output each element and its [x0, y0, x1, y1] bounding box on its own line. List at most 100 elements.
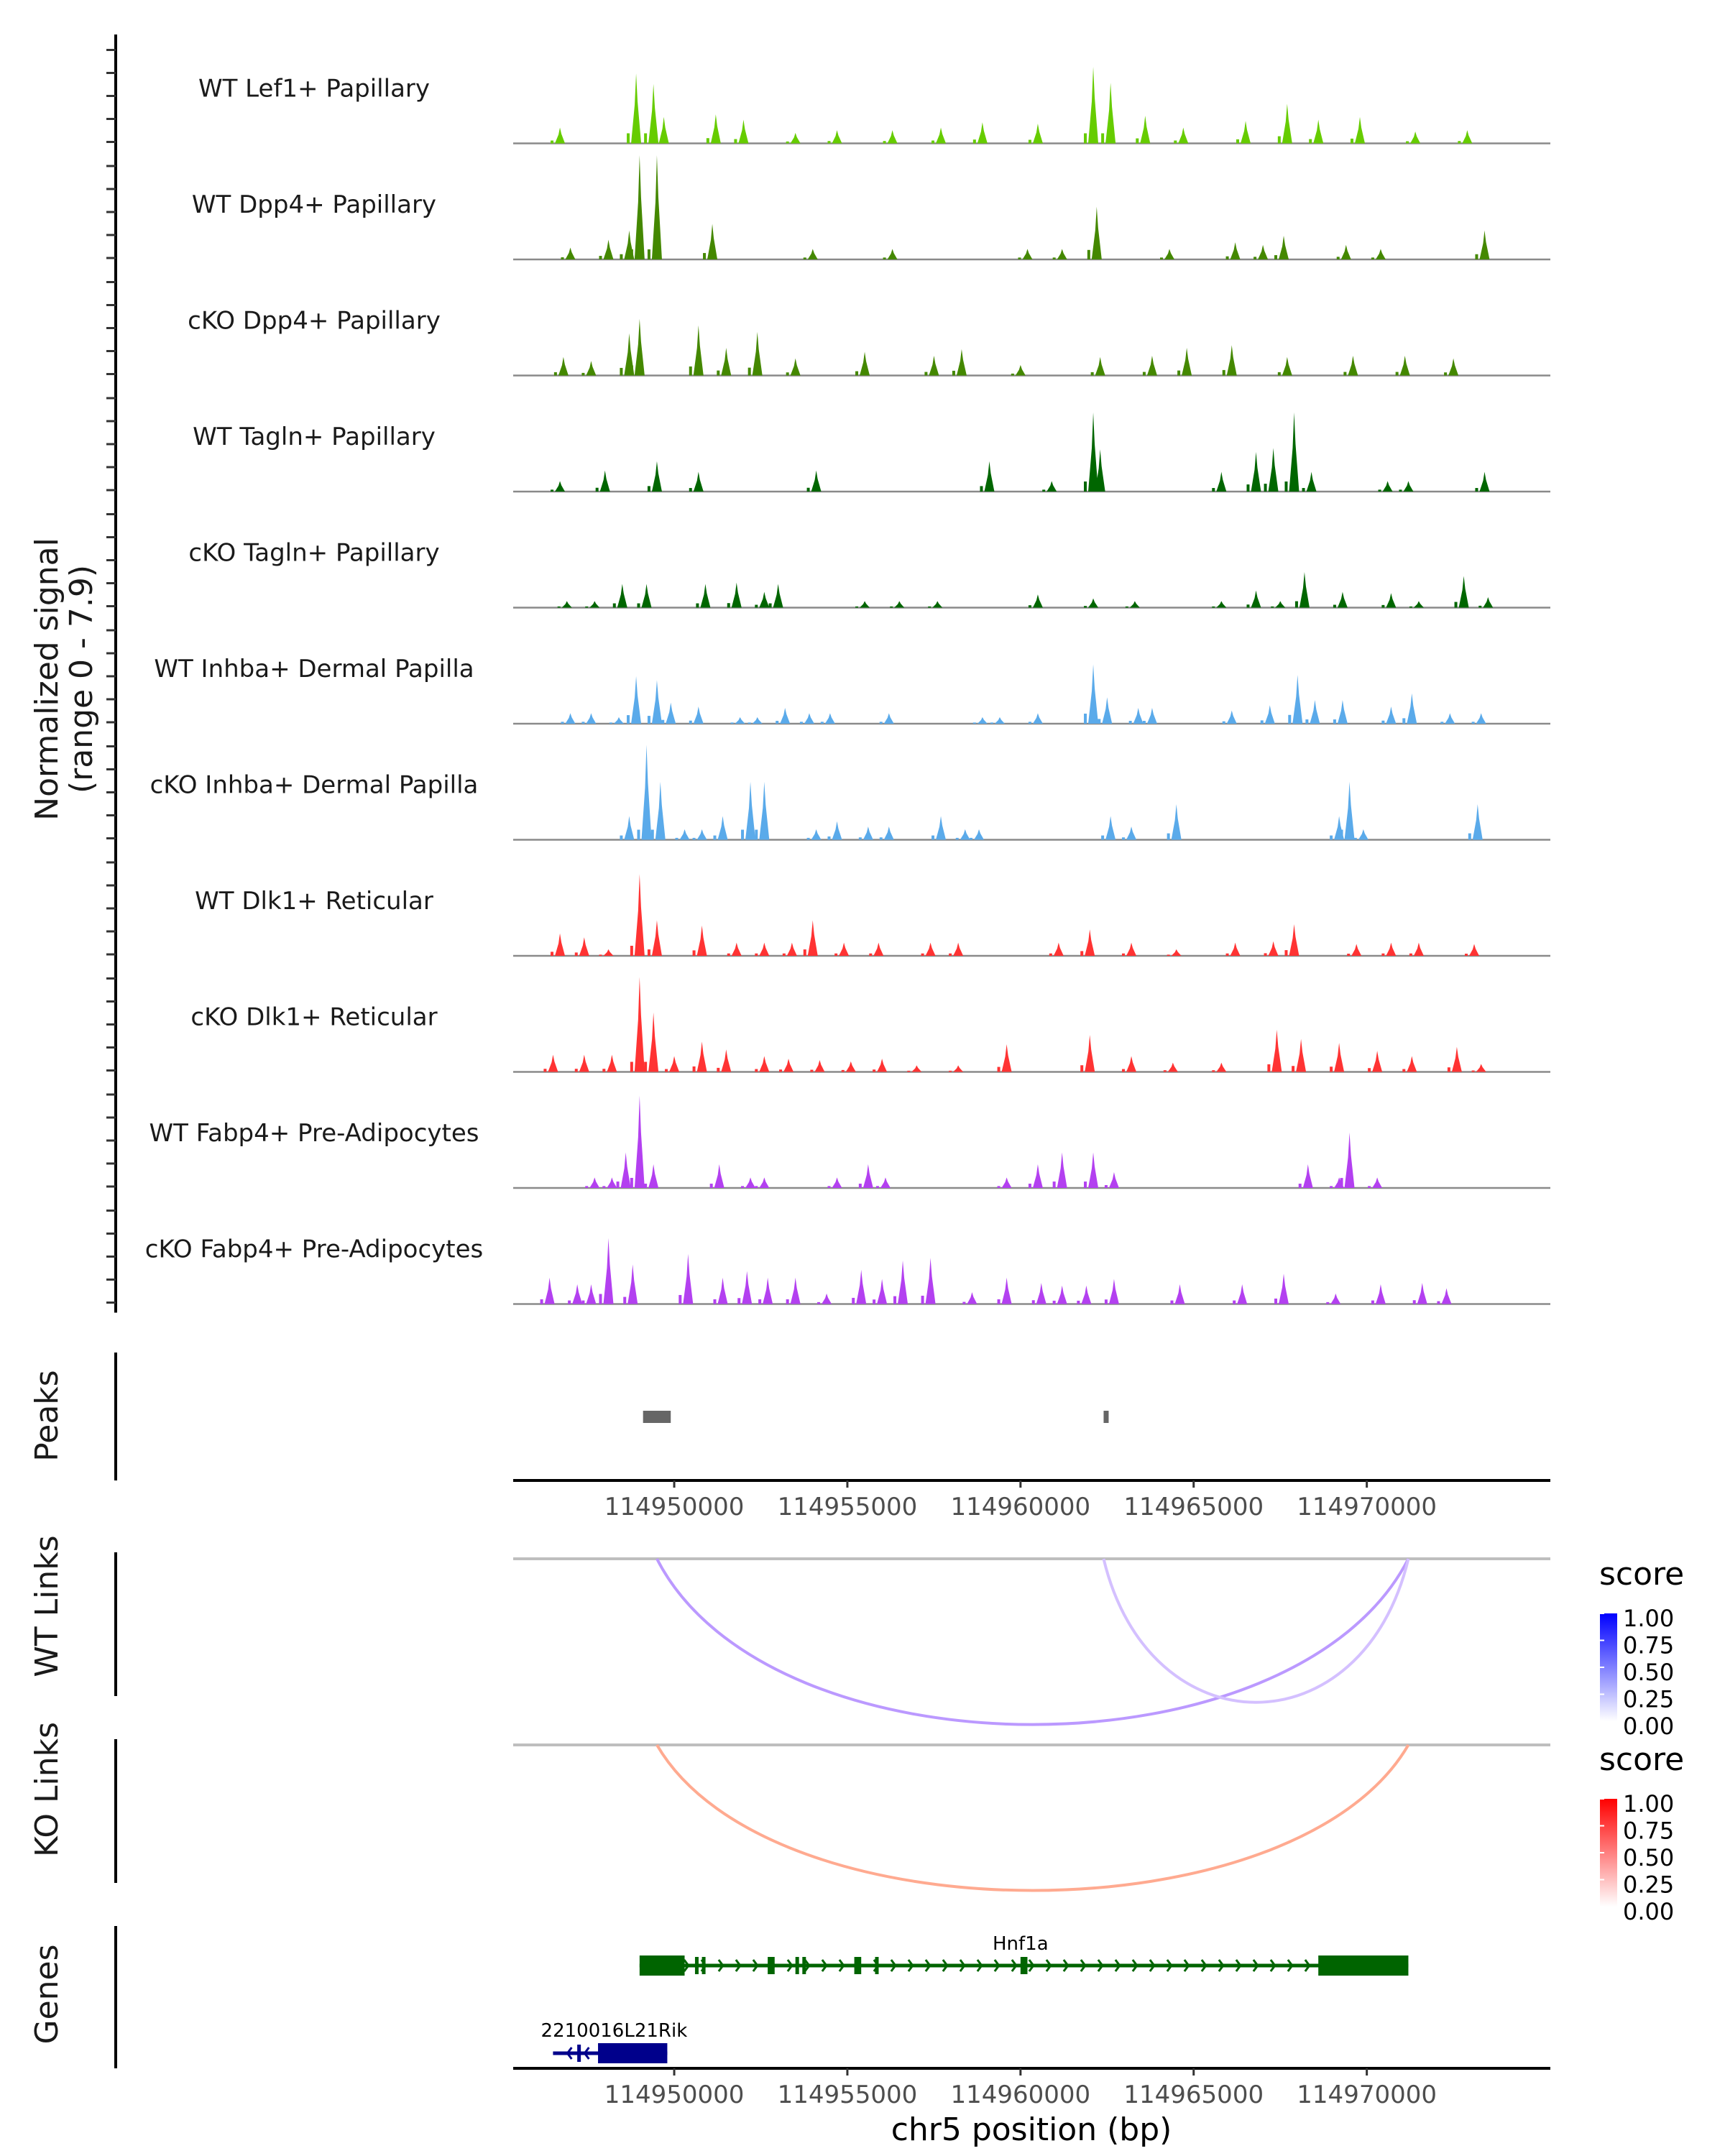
signal-shoulder	[1330, 1067, 1333, 1072]
signal-shoulder	[1437, 1301, 1440, 1304]
signal-shoulder	[627, 715, 630, 724]
signal-shoulder	[858, 837, 862, 840]
signal-shoulder	[955, 837, 959, 840]
y-axis	[106, 34, 117, 1313]
signal-shoulder	[706, 138, 709, 144]
signal-shoulder	[644, 1184, 648, 1188]
strand-left-icon	[924, 1959, 932, 1972]
ko-links-panel-title: KO Links	[29, 1722, 65, 1857]
signal-shoulder	[1222, 369, 1225, 376]
signal-peak	[1081, 1285, 1092, 1304]
signal-peak	[1085, 929, 1095, 956]
signal-peak	[586, 361, 597, 376]
peaks-panel-title: Peaks	[29, 1370, 65, 1461]
x-axis-tick-label: 114955000	[778, 1493, 918, 1521]
signal-peak	[786, 942, 797, 956]
gene-exon	[577, 2045, 581, 2062]
signal-peak	[579, 937, 589, 956]
signal-shoulder	[661, 719, 665, 724]
signal-shoulder	[1294, 601, 1298, 608]
signal-peak	[1105, 816, 1116, 840]
signal-shoulder	[1330, 1186, 1333, 1188]
signal-peak	[731, 942, 742, 956]
signal-shoulder	[806, 837, 810, 840]
signal-peak	[1088, 598, 1099, 608]
signal-peak	[1282, 103, 1292, 144]
signal-peak	[1306, 471, 1317, 492]
signal-shoulder	[630, 249, 633, 259]
signal-shoulder	[970, 837, 973, 840]
signal-shoulder	[1343, 372, 1347, 376]
signal-shoulder	[755, 1069, 758, 1072]
signal-peak	[1032, 713, 1043, 724]
signal-shoulder	[858, 1184, 862, 1188]
coverage-track: cKO Dpp4+ Papillary	[188, 307, 1550, 377]
signal-shoulder	[1381, 720, 1385, 724]
signal-shoulder	[1233, 1300, 1236, 1304]
signal-peak	[1476, 713, 1486, 724]
signal-peak	[589, 1177, 600, 1188]
signal-shoulder	[727, 603, 730, 608]
signal-peak	[555, 933, 566, 956]
strand-left-icon	[1131, 1959, 1138, 1972]
links-panel	[513, 1557, 1550, 1726]
signal-peak	[759, 1056, 770, 1072]
coverage-track: WT Dpp4+ Papillary	[192, 155, 1550, 261]
strand-left-icon	[1269, 1959, 1276, 1972]
signal-shoulder	[647, 716, 650, 724]
signal-shoulder	[1471, 722, 1475, 724]
link-arc	[1102, 1558, 1410, 1704]
strand-left-icon	[804, 1959, 811, 1972]
signal-peak	[544, 1277, 555, 1304]
strand-left-icon	[683, 1959, 690, 1972]
signal-peak	[877, 1059, 888, 1072]
signal-peak	[1091, 206, 1102, 259]
legend-tick-label: 0.25	[1623, 1871, 1674, 1899]
signal-peak	[1476, 1064, 1486, 1072]
track-label: WT Dpp4+ Papillary	[192, 190, 436, 219]
legend-title: score	[1599, 1741, 1684, 1778]
signal-peak	[1216, 1062, 1227, 1072]
signal-shoulder	[779, 1069, 783, 1072]
signal-shoulder	[675, 837, 678, 840]
signal-shoulder	[630, 1061, 633, 1072]
signal-peak	[960, 829, 970, 840]
signal-peak	[1226, 710, 1237, 724]
legend-tick-label: 0.75	[1623, 1632, 1674, 1659]
signal-peak	[1174, 1284, 1185, 1304]
strand-left-icon	[1028, 1959, 1035, 1972]
signal-shoulder	[609, 722, 612, 724]
signal-peak	[804, 713, 814, 724]
legend-tick-label: 0.00	[1623, 1713, 1674, 1740]
signal-peak	[651, 680, 662, 724]
signal-shoulder	[574, 952, 578, 956]
signal-peak	[1441, 1288, 1452, 1304]
signal-peak	[894, 601, 905, 608]
x-axis-tick-label: 114955000	[778, 2081, 918, 2109]
signal-shoulder	[1136, 138, 1139, 144]
signal-peak	[1413, 601, 1424, 608]
coverage-track: WT Dlk1+ Reticular	[195, 874, 1550, 957]
signal-peak	[735, 717, 745, 724]
gene-exon	[795, 1957, 799, 1974]
signal-shoulder	[561, 257, 564, 259]
signal-shoulder	[1254, 257, 1257, 259]
strand-left-icon	[1097, 1959, 1104, 1972]
signal-peak	[1264, 705, 1275, 724]
signal-peak	[790, 358, 801, 376]
peaks-track	[643, 1411, 1109, 1423]
signal-peak	[1108, 1279, 1119, 1304]
gene-exon	[639, 1955, 685, 1976]
signal-peak	[860, 351, 870, 376]
signal-shoulder	[1471, 1070, 1475, 1072]
genes-panel-title: Genes	[29, 1944, 65, 2044]
links-tracks	[513, 1557, 1550, 1892]
signal-shoulder	[1284, 482, 1288, 492]
signal-shoulder	[665, 1069, 668, 1072]
signal-shoulder	[1409, 953, 1412, 956]
signal-peak	[1053, 942, 1064, 956]
signal-shoulder	[1399, 489, 1402, 492]
signal-shoulder	[883, 257, 886, 259]
signal-shoulder	[630, 946, 633, 956]
signal-shoulder	[644, 133, 648, 144]
